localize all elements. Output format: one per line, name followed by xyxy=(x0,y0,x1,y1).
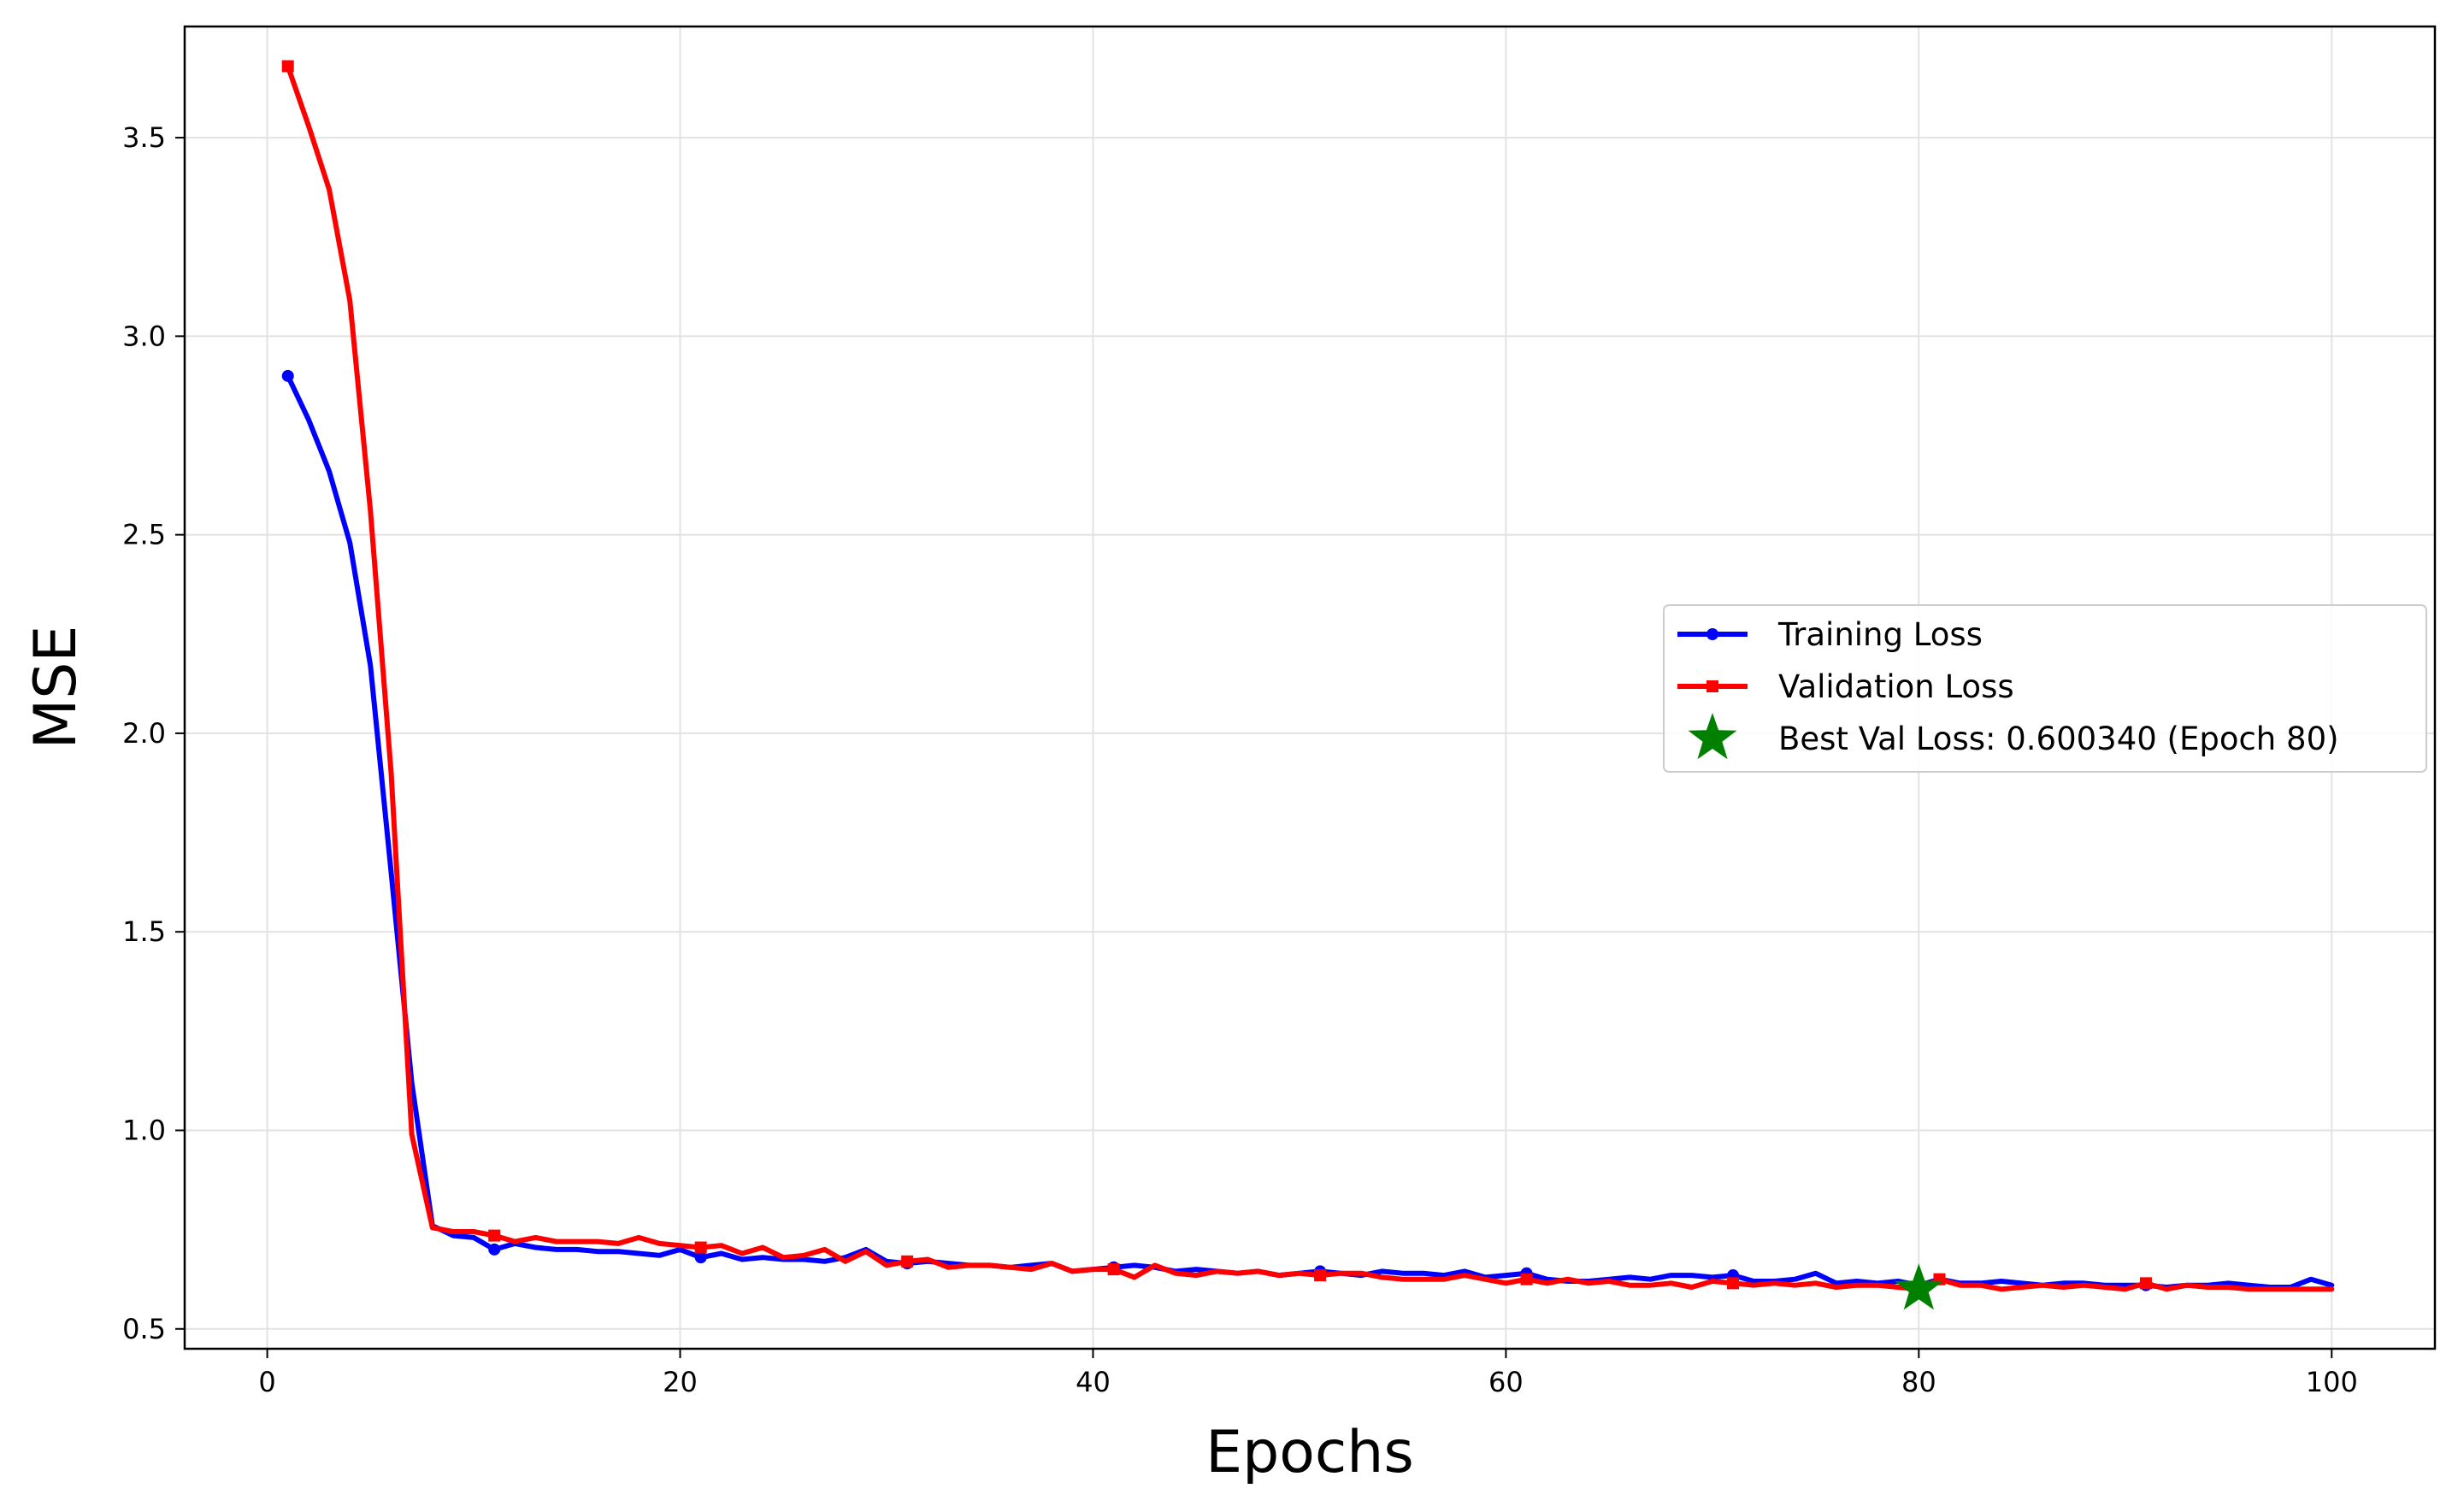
series-0-point xyxy=(281,369,294,382)
plot-frame xyxy=(183,25,2437,1350)
x-tick-label: 60 xyxy=(1488,1366,1524,1398)
x-tick-label: 0 xyxy=(258,1366,275,1398)
x-tick-label: 20 xyxy=(663,1366,698,1398)
series-1-point xyxy=(694,1241,707,1254)
series-1-point xyxy=(281,60,294,73)
y-tick-label: 1.0 xyxy=(122,1114,166,1146)
legend-label: Best Val Loss: 0.600340 (Epoch 80) xyxy=(1778,721,2339,757)
series-line-1 xyxy=(285,63,2335,1292)
legend-swatch-marker xyxy=(1706,680,1718,692)
legend-label: Training Loss xyxy=(1777,616,1983,653)
series-1-point xyxy=(488,1229,501,1242)
series-1-point xyxy=(1107,1263,1120,1276)
series-1-point xyxy=(901,1255,914,1268)
y-tick-label: 3.0 xyxy=(122,320,166,352)
series-1-point xyxy=(2139,1277,2152,1290)
series-1-point xyxy=(1314,1269,1327,1282)
x-tick-label: 80 xyxy=(1901,1366,1936,1398)
legend-star-icon xyxy=(1688,713,1737,760)
series-0-point xyxy=(488,1243,501,1256)
y-tick-label: 0.5 xyxy=(122,1313,166,1345)
y-axis-title: MSE xyxy=(22,626,90,750)
x-tick-label: 40 xyxy=(1076,1366,1111,1398)
y-tick-label: 1.5 xyxy=(122,915,166,948)
series-0-point xyxy=(694,1251,707,1264)
legend-label: Validation Loss xyxy=(1778,668,2014,705)
y-tick-label: 2.0 xyxy=(122,717,166,750)
y-tick-label: 3.5 xyxy=(122,121,166,154)
series-layer xyxy=(281,60,2335,1310)
series-1-point xyxy=(1727,1277,1740,1290)
x-tick-label: 100 xyxy=(2306,1366,2358,1398)
y-tick-label: 2.5 xyxy=(122,519,166,551)
best-val-star xyxy=(1894,1263,1943,1310)
legend-box xyxy=(1663,604,2427,773)
legend-swatch-marker xyxy=(1706,628,1718,640)
tick-layer: 0 20 40 60 80 100 0.5 1.0 1.5 2.0 2.5 3.0 3.5 xyxy=(122,121,2358,1398)
legend: Training Loss Validation Loss Best Val Los… xyxy=(1663,604,2427,773)
series-1-point xyxy=(1520,1273,1533,1285)
x-axis-title: Epochs xyxy=(1205,1419,1414,1486)
